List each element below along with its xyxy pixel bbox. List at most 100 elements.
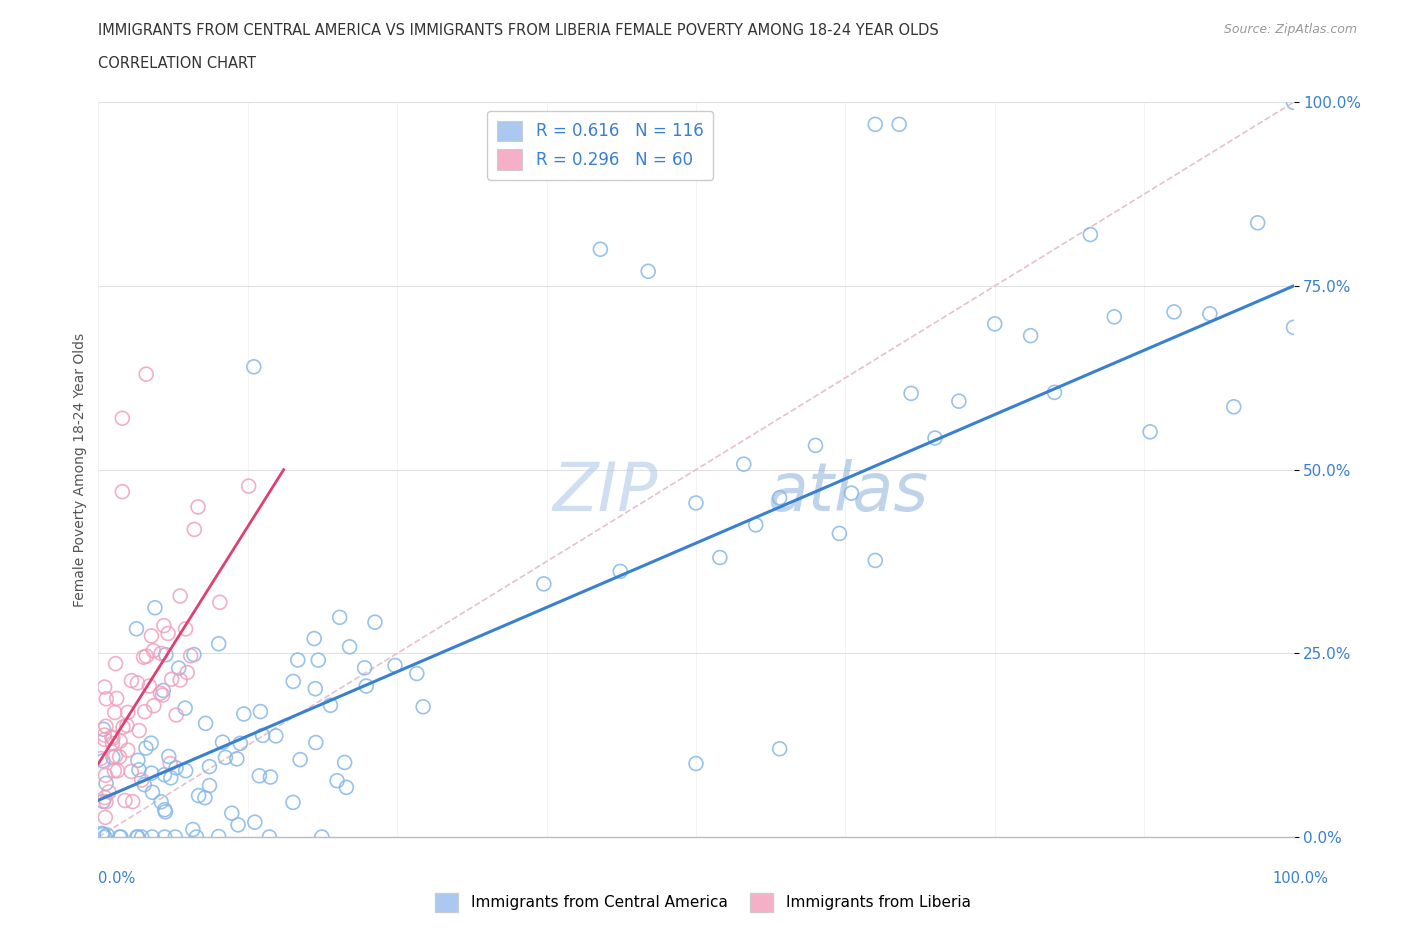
Point xyxy=(1043,385,1066,400)
Point xyxy=(174,764,197,778)
Point xyxy=(111,485,134,499)
Point xyxy=(259,770,281,785)
Point xyxy=(152,683,174,698)
Point xyxy=(243,815,266,830)
Point xyxy=(589,242,612,257)
Point xyxy=(169,672,191,687)
Point xyxy=(135,649,157,664)
Point xyxy=(100,729,122,744)
Point xyxy=(110,830,132,844)
Point xyxy=(135,740,157,755)
Point xyxy=(841,485,863,500)
Point xyxy=(105,691,128,706)
Point xyxy=(141,830,163,844)
Point xyxy=(111,720,134,735)
Point xyxy=(290,752,312,767)
Point xyxy=(229,736,252,751)
Point xyxy=(283,674,305,689)
Point xyxy=(225,751,247,766)
Point xyxy=(198,759,221,774)
Point xyxy=(131,773,153,788)
Point xyxy=(135,366,157,381)
Point xyxy=(247,768,270,783)
Point xyxy=(94,719,117,734)
Point xyxy=(169,589,191,604)
Point xyxy=(305,735,328,750)
Point xyxy=(828,526,851,541)
Point xyxy=(160,671,183,686)
Point xyxy=(128,763,150,777)
Point xyxy=(354,679,377,694)
Point xyxy=(637,264,659,279)
Point xyxy=(90,751,112,766)
Point xyxy=(1282,320,1305,335)
Point xyxy=(174,700,197,715)
Point xyxy=(91,826,114,841)
Point xyxy=(194,790,217,805)
Point xyxy=(96,828,118,843)
Point xyxy=(311,830,333,844)
Point xyxy=(685,496,707,511)
Point xyxy=(104,749,127,764)
Point xyxy=(141,629,163,644)
Point xyxy=(412,699,434,714)
Point xyxy=(153,803,176,817)
Point xyxy=(97,785,120,800)
Legend: R = 0.616   N = 116, R = 0.296   N = 60: R = 0.616 N = 116, R = 0.296 N = 60 xyxy=(488,111,713,179)
Point xyxy=(187,789,209,804)
Text: ZIP: ZIP xyxy=(553,458,658,525)
Point xyxy=(194,716,217,731)
Point xyxy=(150,646,173,661)
Point xyxy=(259,830,281,844)
Point xyxy=(1104,310,1126,325)
Point xyxy=(1223,399,1246,414)
Point xyxy=(1163,304,1185,319)
Point xyxy=(281,795,304,810)
Point xyxy=(198,778,221,793)
Text: IMMIGRANTS FROM CENTRAL AMERICA VS IMMIGRANTS FROM LIBERIA FEMALE POVERTY AMONG : IMMIGRANTS FROM CENTRAL AMERICA VS IMMIG… xyxy=(98,23,939,38)
Point xyxy=(132,650,155,665)
Point xyxy=(94,830,117,844)
Point xyxy=(238,479,260,494)
Point xyxy=(104,705,127,720)
Point xyxy=(709,550,731,565)
Point xyxy=(104,657,127,671)
Point xyxy=(211,735,233,750)
Point xyxy=(94,810,117,825)
Point xyxy=(128,724,150,738)
Point xyxy=(924,431,946,445)
Point xyxy=(232,707,254,722)
Point xyxy=(948,393,970,408)
Point xyxy=(103,764,125,778)
Point xyxy=(120,764,142,779)
Point xyxy=(101,731,124,746)
Point xyxy=(186,830,208,844)
Point xyxy=(139,736,162,751)
Point xyxy=(125,830,148,844)
Point xyxy=(174,621,197,636)
Point xyxy=(142,698,165,713)
Point xyxy=(335,780,357,795)
Point xyxy=(117,743,139,758)
Point xyxy=(159,770,181,785)
Point xyxy=(155,804,177,819)
Point xyxy=(226,817,249,832)
Point xyxy=(117,705,139,720)
Point xyxy=(111,411,134,426)
Point xyxy=(96,691,118,706)
Point xyxy=(339,639,361,654)
Point xyxy=(1199,306,1222,321)
Point xyxy=(745,517,768,532)
Point xyxy=(107,764,129,778)
Text: CORRELATION CHART: CORRELATION CHART xyxy=(98,56,256,71)
Point xyxy=(165,830,187,844)
Point xyxy=(114,793,136,808)
Point xyxy=(127,753,149,768)
Point xyxy=(176,665,198,680)
Point xyxy=(353,660,375,675)
Point xyxy=(733,457,755,472)
Point xyxy=(108,830,131,844)
Point xyxy=(150,794,173,809)
Point xyxy=(865,117,887,132)
Point xyxy=(333,755,356,770)
